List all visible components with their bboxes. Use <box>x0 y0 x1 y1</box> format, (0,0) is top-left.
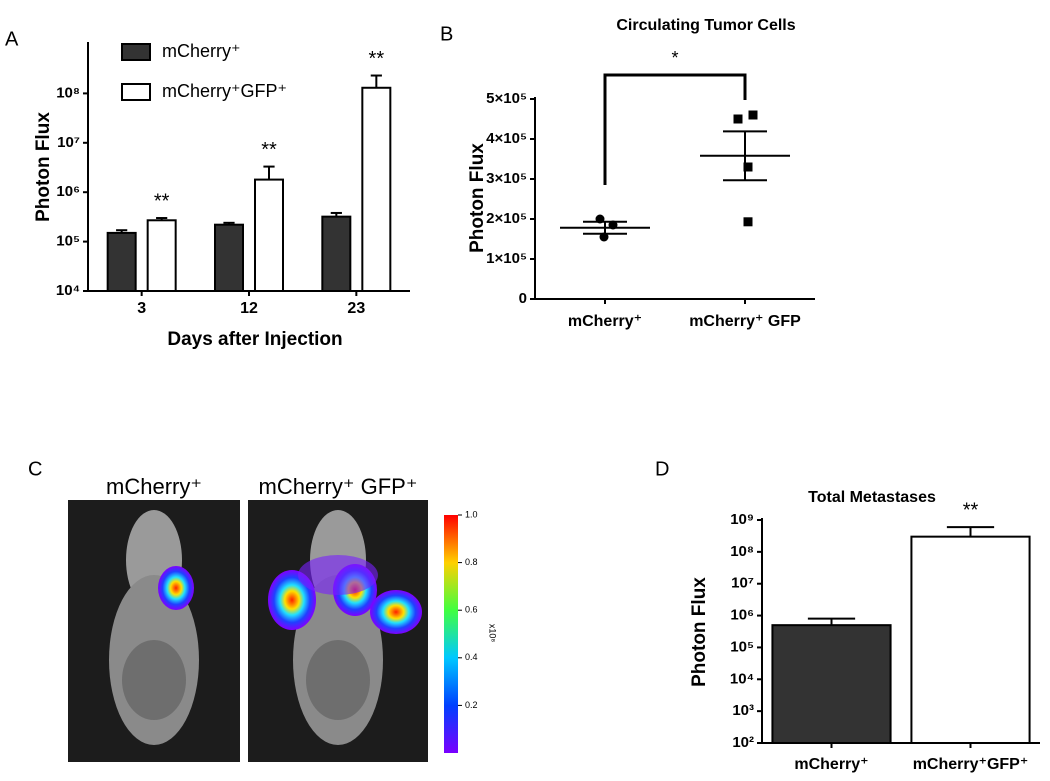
y-tick-label: 10⁸ <box>730 543 754 560</box>
y-tick-label: 0 <box>519 290 527 307</box>
significance-label: ** <box>154 190 170 212</box>
significance-label: ** <box>369 48 385 70</box>
bar <box>214 223 244 293</box>
colorbar-label: x10⁸ <box>488 624 498 643</box>
y-tick-label: 10⁵ <box>730 638 754 655</box>
y-tick-label: 10⁶ <box>730 607 754 624</box>
y-tick-label: 1×10⁵ <box>486 250 527 267</box>
y-tick-label: 10³ <box>732 702 754 719</box>
y-tick-label: 10⁷ <box>57 134 80 151</box>
y-tick-label: 5×10⁵ <box>486 90 527 107</box>
colorbar <box>444 515 458 753</box>
bar <box>146 219 177 293</box>
bar <box>910 535 1031 744</box>
y-tick-label: 10⁴ <box>730 670 754 687</box>
x-tick-label: 23 <box>347 300 365 317</box>
y-tick-label: 10⁶ <box>56 183 80 200</box>
mouse-image <box>248 500 428 762</box>
panel-label: D <box>655 458 669 480</box>
y-tick-label: 10⁹ <box>730 511 754 528</box>
bar <box>361 86 392 293</box>
y-tick-label: 10⁵ <box>56 233 80 250</box>
image-label: mCherry⁺ GFP⁺ <box>259 474 418 499</box>
y-tick-label: 3×10⁵ <box>486 170 527 187</box>
significance-label: * <box>671 48 678 68</box>
x-tick-label: mCherry⁺ GFP <box>689 313 801 330</box>
y-axis-label: Photon Flux <box>689 577 710 687</box>
bar <box>321 215 352 292</box>
colorbar-tick-label: 0.8 <box>465 557 478 567</box>
bar <box>254 178 284 292</box>
legend-swatch <box>121 83 151 101</box>
panel-label: C <box>28 458 42 480</box>
bar <box>106 231 137 292</box>
legend-label: mCherry⁺ <box>162 41 241 61</box>
data-point <box>733 114 743 124</box>
x-tick-label: mCherry⁺ <box>568 313 642 330</box>
y-axis-label: Photon Flux <box>467 143 488 253</box>
bar <box>771 624 892 744</box>
panel-label: B <box>440 23 453 45</box>
data-point <box>748 110 758 120</box>
colorbar-tick-label: 0.6 <box>465 605 478 615</box>
x-tick-label: 3 <box>137 300 146 317</box>
legend-label: mCherry⁺GFP⁺ <box>162 81 287 101</box>
colorbar-tick-label: 0.4 <box>465 652 478 662</box>
chart-title: Circulating Tumor Cells <box>616 17 795 34</box>
y-tick-label: 2×10⁵ <box>486 210 527 227</box>
x-tick-label: mCherry⁺ <box>794 756 868 773</box>
mouse-image <box>68 500 240 762</box>
y-tick-label: 10⁸ <box>56 84 80 101</box>
colorbar-tick-label: 0.2 <box>465 700 478 710</box>
y-axis-label: Photon Flux <box>33 112 54 222</box>
chart-title: Total Metastases <box>808 489 936 506</box>
panel-label: A <box>5 28 19 50</box>
y-tick-label: 4×10⁵ <box>486 130 527 147</box>
data-point <box>743 217 753 227</box>
colorbar-tick-label: 1.0 <box>465 509 478 519</box>
data-point <box>743 162 753 172</box>
image-label: mCherry⁺ <box>106 474 202 499</box>
x-tick-label: mCherry⁺GFP⁺ <box>913 756 1029 773</box>
legend-swatch <box>121 43 151 61</box>
significance-label: ** <box>261 139 277 161</box>
y-tick-label: 10⁴ <box>56 282 80 299</box>
significance-bracket <box>603 73 747 185</box>
x-tick-label: 12 <box>240 300 258 317</box>
y-tick-label: 10² <box>732 734 754 751</box>
x-axis-label: Days after Injection <box>167 329 342 350</box>
y-tick-label: 10⁷ <box>731 575 754 592</box>
significance-label: ** <box>963 499 979 521</box>
